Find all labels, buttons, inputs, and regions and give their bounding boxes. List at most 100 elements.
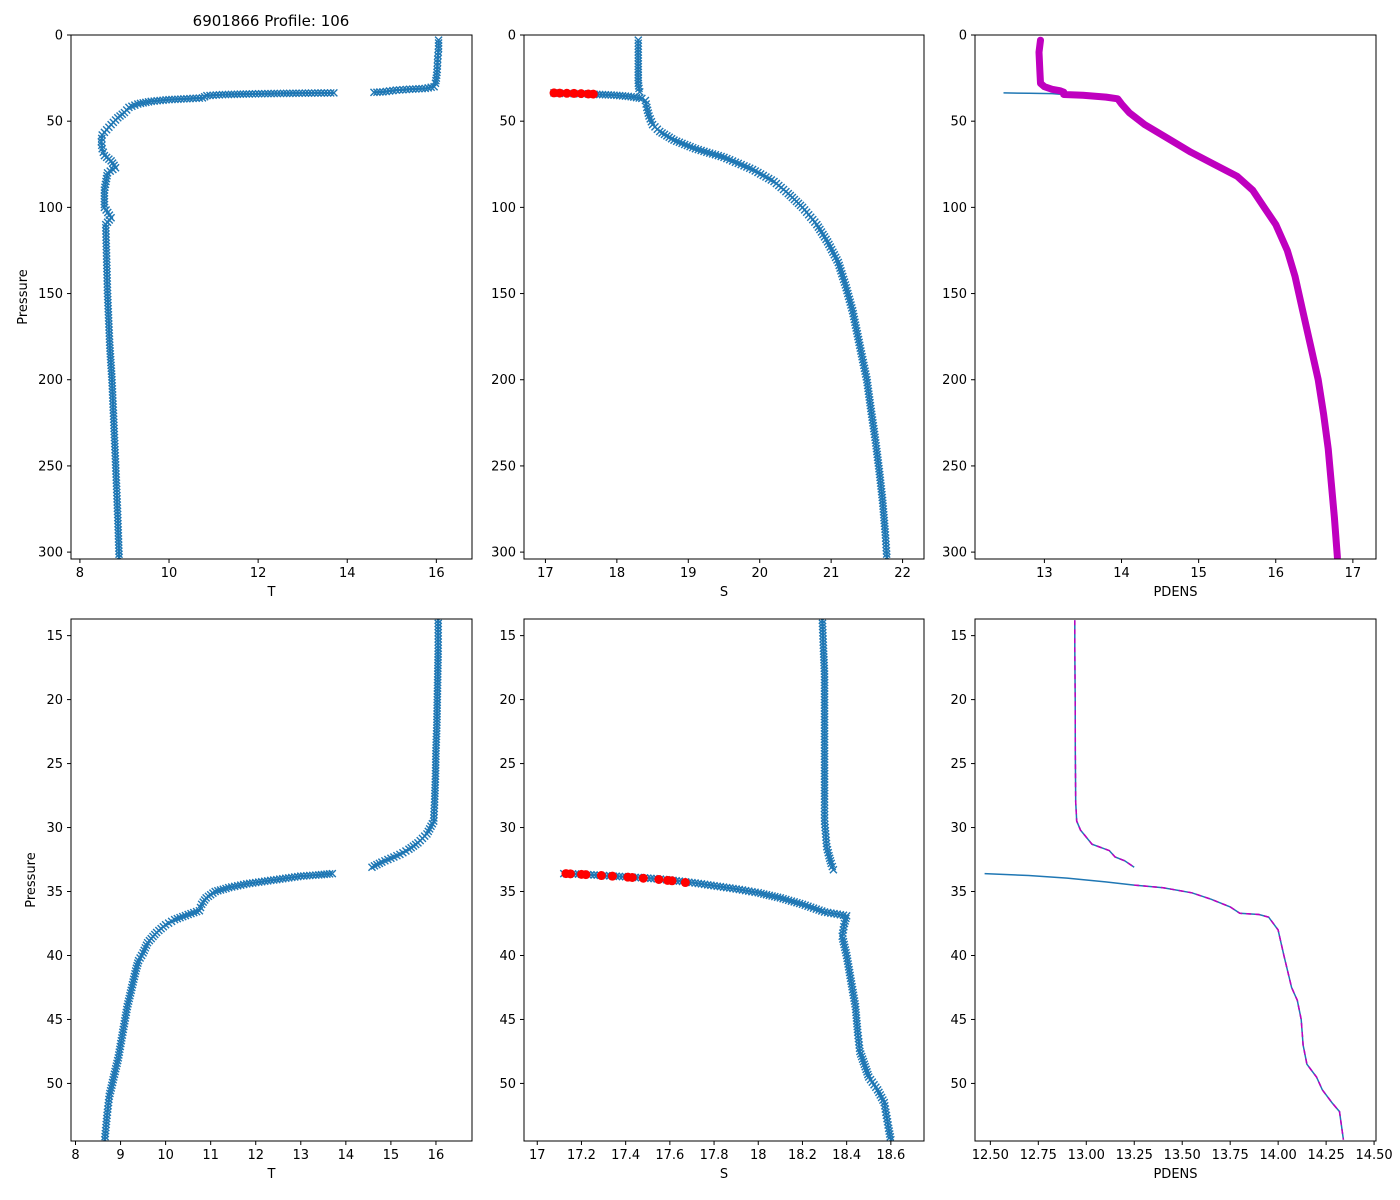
x-marker bbox=[615, 872, 624, 881]
x-marker bbox=[270, 89, 279, 98]
x-marker bbox=[108, 397, 117, 406]
x-marker bbox=[114, 541, 123, 550]
x-tick-label: 10 bbox=[161, 566, 178, 581]
x-marker bbox=[430, 807, 439, 816]
x-marker bbox=[102, 233, 111, 242]
x-marker bbox=[818, 631, 827, 640]
x-marker bbox=[109, 409, 118, 418]
y-tick-label: 25 bbox=[46, 757, 63, 772]
x-marker bbox=[102, 248, 111, 257]
x-tick-label: 17.4 bbox=[611, 1148, 640, 1163]
x-tick-label: 18 bbox=[750, 1148, 767, 1163]
flagged-point bbox=[596, 871, 606, 881]
x-marker bbox=[295, 89, 304, 98]
x-marker bbox=[859, 1057, 868, 1066]
x-marker bbox=[694, 879, 703, 888]
x-marker bbox=[102, 236, 111, 245]
x-marker bbox=[821, 829, 830, 838]
x-marker bbox=[820, 695, 829, 704]
x-marker bbox=[109, 412, 118, 421]
x-marker bbox=[787, 897, 796, 906]
x-marker bbox=[109, 406, 118, 415]
x-marker bbox=[818, 619, 827, 625]
x-marker bbox=[323, 88, 332, 97]
x-marker bbox=[113, 510, 122, 519]
x-marker bbox=[112, 482, 121, 491]
x-marker bbox=[710, 881, 719, 890]
x-marker bbox=[795, 899, 804, 908]
x-marker bbox=[430, 82, 439, 91]
y-tick-label: 250 bbox=[38, 459, 63, 474]
x-marker bbox=[820, 715, 829, 724]
x-marker bbox=[113, 504, 122, 513]
x-marker bbox=[825, 854, 834, 863]
panel-bottom-right: 12.50 12.75 13.00 13.25 13.50 13.75 14.00 14.25… bbox=[950, 618, 1393, 1182]
x-tick-label: 18.4 bbox=[832, 1148, 861, 1163]
x-marker bbox=[434, 625, 443, 634]
y-tick-label: 15 bbox=[499, 629, 516, 644]
y-tick-label: 100 bbox=[38, 201, 63, 216]
x-marker bbox=[102, 258, 111, 267]
x-marker bbox=[113, 494, 122, 503]
x-marker bbox=[100, 1135, 109, 1141]
x-marker bbox=[820, 772, 829, 781]
x-tick-label: 16 bbox=[1267, 566, 1284, 581]
x-axis-label: T bbox=[267, 1167, 276, 1182]
y-tick-label: 45 bbox=[46, 1013, 63, 1028]
x-marker bbox=[233, 90, 242, 99]
x-marker bbox=[115, 550, 124, 559]
x-marker bbox=[430, 801, 439, 810]
y-tick-label: 50 bbox=[499, 115, 516, 130]
x-marker bbox=[103, 289, 112, 298]
x-marker bbox=[104, 307, 113, 316]
x-marker bbox=[103, 270, 112, 279]
x-tick-label: 16 bbox=[428, 1148, 445, 1163]
x-marker bbox=[634, 59, 643, 68]
x-marker bbox=[820, 786, 829, 795]
x-marker bbox=[267, 89, 276, 98]
x-marker bbox=[820, 775, 829, 784]
x-axis-label: S bbox=[720, 585, 728, 600]
density-line bbox=[1003, 92, 1064, 96]
x-marker bbox=[642, 103, 651, 112]
x-marker bbox=[820, 675, 829, 684]
x-marker bbox=[862, 1067, 871, 1076]
x-marker bbox=[111, 466, 120, 475]
x-tick-label: 16 bbox=[428, 566, 445, 581]
y-tick-label: 45 bbox=[950, 1013, 967, 1028]
x-marker bbox=[820, 692, 829, 701]
x-marker bbox=[792, 898, 801, 907]
x-tick-label: 17.8 bbox=[700, 1148, 729, 1163]
x-marker bbox=[114, 547, 123, 556]
x-marker bbox=[115, 553, 124, 559]
x-marker bbox=[105, 329, 114, 338]
x-tick-label: 12 bbox=[247, 1148, 264, 1163]
x-marker bbox=[882, 540, 891, 549]
x-marker bbox=[861, 1062, 870, 1071]
x-marker bbox=[421, 84, 430, 93]
x-marker bbox=[103, 277, 112, 286]
x-tick-label: 17.2 bbox=[567, 1148, 596, 1163]
x-tick-label: 21 bbox=[823, 566, 840, 581]
x-marker bbox=[104, 1095, 113, 1104]
plot-area bbox=[549, 36, 891, 559]
x-marker bbox=[402, 85, 411, 94]
x-marker bbox=[398, 85, 407, 94]
x-marker bbox=[590, 870, 599, 879]
x-marker bbox=[855, 1044, 864, 1053]
x-tick-label: 12.75 bbox=[1020, 1148, 1057, 1163]
x-marker bbox=[881, 537, 890, 546]
y-tick-label: 300 bbox=[942, 546, 967, 561]
x-marker bbox=[254, 89, 263, 98]
y-tick-label: 35 bbox=[46, 885, 63, 900]
x-marker bbox=[292, 89, 301, 98]
x-marker bbox=[313, 89, 322, 98]
y-tick-label: 250 bbox=[491, 459, 516, 474]
x-marker bbox=[101, 220, 110, 229]
x-marker bbox=[820, 797, 829, 806]
flagged-point bbox=[588, 89, 598, 99]
x-marker bbox=[108, 393, 117, 402]
x-marker bbox=[430, 795, 439, 804]
y-tick-label: 300 bbox=[491, 546, 516, 561]
flagged-point bbox=[607, 871, 617, 881]
